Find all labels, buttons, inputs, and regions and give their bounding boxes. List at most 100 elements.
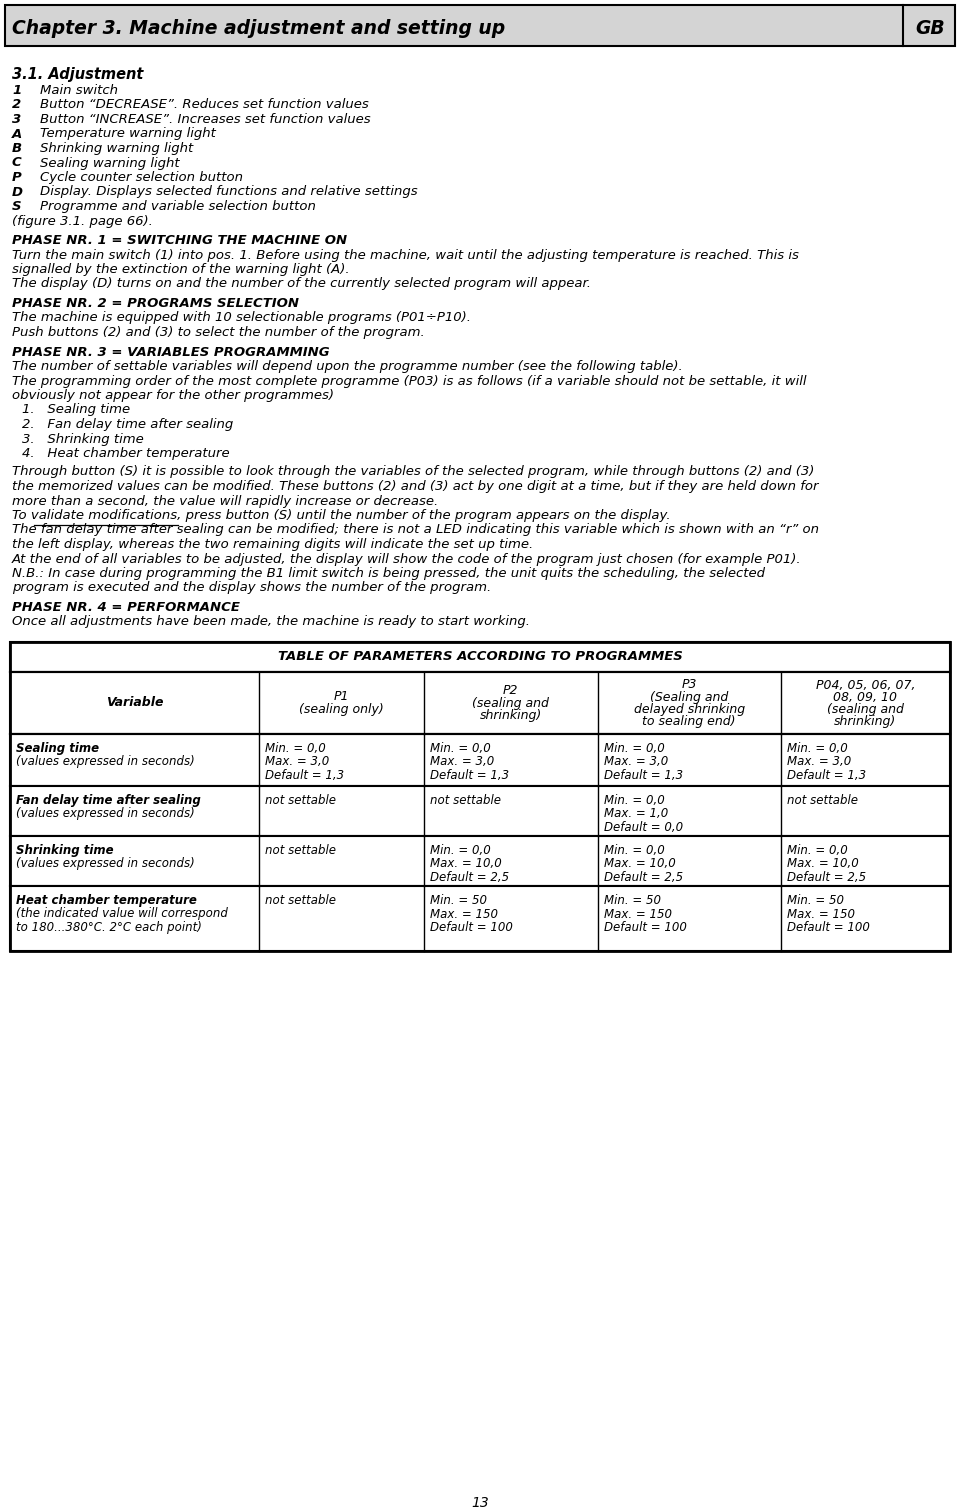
Text: Max. = 1,0: Max. = 1,0 [604,807,668,821]
Text: 2.   Fan delay time after sealing: 2. Fan delay time after sealing [22,417,233,431]
Text: Default = 2,5: Default = 2,5 [430,871,509,885]
Text: the memorized values can be modified. These buttons (2) and (3) act by one digit: the memorized values can be modified. Th… [12,479,819,493]
Text: Min. = 50: Min. = 50 [787,894,844,907]
Text: P3: P3 [682,679,697,691]
Text: 4.   Heat chamber temperature: 4. Heat chamber temperature [22,448,229,460]
Text: 3: 3 [12,113,21,125]
Text: D: D [12,186,23,198]
Text: PHASE NR. 3 = VARIABLES PROGRAMMING: PHASE NR. 3 = VARIABLES PROGRAMMING [12,346,329,358]
Text: program is executed and the display shows the number of the program.: program is executed and the display show… [12,582,492,594]
Text: PHASE NR. 4 = PERFORMANCE: PHASE NR. 4 = PERFORMANCE [12,600,240,614]
Text: The display (D) turns on and the number of the currently selected program will a: The display (D) turns on and the number … [12,278,591,290]
Text: 3.   Shrinking time: 3. Shrinking time [22,432,144,446]
Text: Max. = 3,0: Max. = 3,0 [265,756,329,768]
Text: Max. = 150: Max. = 150 [787,907,854,921]
Text: Fan delay time after sealing: Fan delay time after sealing [16,794,201,807]
Text: Default = 2,5: Default = 2,5 [787,871,866,885]
Text: B: B [12,142,22,156]
Text: Min. = 50: Min. = 50 [430,894,487,907]
Text: The number of settable variables will depend upon the programme number (see the : The number of settable variables will de… [12,360,683,373]
Text: (sealing and: (sealing and [472,697,549,709]
Text: not settable: not settable [265,844,336,857]
Text: 08, 09, 10: 08, 09, 10 [833,691,898,703]
Text: Once all adjustments have been made, the machine is ready to start working.: Once all adjustments have been made, the… [12,615,530,629]
Bar [10,836,950,886]
Text: PHASE NR. 2 = PROGRAMS SELECTION: PHASE NR. 2 = PROGRAMS SELECTION [12,296,299,310]
Text: 1: 1 [12,85,21,97]
Text: Default = 1,3: Default = 1,3 [265,770,345,782]
Text: Min. = 50: Min. = 50 [604,894,660,907]
Bar [10,786,950,836]
Text: 3.1. Adjustment: 3.1. Adjustment [12,67,143,82]
Text: Display. Displays selected functions and relative settings: Display. Displays selected functions and… [40,186,418,198]
Text: (sealing and: (sealing and [827,703,903,715]
Text: N.B.: In case during programming the B1 limit switch is being pressed, the unit : N.B.: In case during programming the B1 … [12,567,765,581]
Text: (the indicated value will correspond: (the indicated value will correspond [16,907,228,921]
Text: Max. = 3,0: Max. = 3,0 [430,756,493,768]
Text: delayed shrinking: delayed shrinking [634,703,745,715]
Text: Shrinking time: Shrinking time [16,844,113,857]
Text: Heat chamber temperature: Heat chamber temperature [16,894,197,907]
Text: Turn the main switch (1) into pos. 1. Before using the machine, wait until the a: Turn the main switch (1) into pos. 1. Be… [12,248,799,262]
Text: Chapter 3. Machine adjustment and setting up: Chapter 3. Machine adjustment and settin… [12,18,505,38]
Text: The machine is equipped with 10 selectionable programs (P01÷P10).: The machine is equipped with 10 selectio… [12,311,471,325]
Bar [10,643,950,671]
Text: Sealing time: Sealing time [16,742,99,754]
Text: P1: P1 [334,691,349,703]
Text: Main switch: Main switch [40,85,118,97]
Text: Max. = 10,0: Max. = 10,0 [430,857,501,871]
Text: Default = 100: Default = 100 [787,921,870,934]
Text: (Sealing and: (Sealing and [650,691,729,703]
Text: Default = 1,3: Default = 1,3 [787,770,866,782]
Text: The programming order of the most complete programme (P03) is as follows (if a v: The programming order of the most comple… [12,375,806,387]
Text: Through button (S) it is possible to look through the variables of the selected : Through button (S) it is possible to loo… [12,466,814,478]
Text: Min. = 0,0: Min. = 0,0 [787,742,848,754]
Text: Max. = 150: Max. = 150 [430,907,497,921]
Text: Variable: Variable [106,697,163,709]
Bar [10,886,950,951]
Text: Default = 2,5: Default = 2,5 [604,871,683,885]
Text: Button “DECREASE”. Reduces set function values: Button “DECREASE”. Reduces set function … [40,98,369,112]
Text: Max. = 150: Max. = 150 [604,907,671,921]
Bar [5,5,955,45]
Bar [10,733,950,786]
Text: Max. = 3,0: Max. = 3,0 [787,756,852,768]
Text: Max. = 3,0: Max. = 3,0 [604,756,668,768]
Text: Min. = 0,0: Min. = 0,0 [430,844,491,857]
Text: Max. = 10,0: Max. = 10,0 [604,857,675,871]
Text: Cycle counter selection button: Cycle counter selection button [40,171,243,184]
Text: obviously not appear for the other programmes): obviously not appear for the other progr… [12,389,334,402]
Text: 1.   Sealing time: 1. Sealing time [22,404,131,416]
Text: 2: 2 [12,98,21,112]
Text: Min. = 0,0: Min. = 0,0 [787,844,848,857]
Text: Sealing warning light: Sealing warning light [40,157,180,169]
Text: PHASE NR. 1 = SWITCHING THE MACHINE ON: PHASE NR. 1 = SWITCHING THE MACHINE ON [12,234,348,246]
Text: TABLE OF PARAMETERS ACCORDING TO PROGRAMMES: TABLE OF PARAMETERS ACCORDING TO PROGRAM… [277,650,683,662]
Bar [10,671,950,733]
Text: Temperature warning light: Temperature warning light [40,127,216,141]
Text: Min. = 0,0: Min. = 0,0 [604,844,664,857]
Text: Button “INCREASE”. Increases set function values: Button “INCREASE”. Increases set functio… [40,113,371,125]
Text: shrinking): shrinking) [479,709,541,721]
Text: Min. = 0,0: Min. = 0,0 [604,794,664,807]
Text: Default = 1,3: Default = 1,3 [604,770,683,782]
Text: not settable: not settable [265,894,336,907]
Text: 13: 13 [471,1495,489,1510]
Text: shrinking): shrinking) [834,715,897,727]
Text: Programme and variable selection button: Programme and variable selection button [40,200,316,213]
Text: to sealing end): to sealing end) [642,715,736,727]
Text: the left display, whereas the two remaining digits will indicate the set up time: the left display, whereas the two remain… [12,538,533,550]
Text: not settable: not settable [430,794,500,807]
Text: Max. = 10,0: Max. = 10,0 [787,857,858,871]
Text: (values expressed in seconds): (values expressed in seconds) [16,857,195,871]
Text: Min. = 0,0: Min. = 0,0 [265,742,325,754]
Text: P: P [12,171,22,184]
Text: P2: P2 [503,685,518,697]
Text: (figure 3.1. page 66).: (figure 3.1. page 66). [12,215,153,227]
Text: C: C [12,157,22,169]
Text: not settable: not settable [787,794,858,807]
Text: Default = 1,3: Default = 1,3 [430,770,509,782]
Text: Min. = 0,0: Min. = 0,0 [430,742,491,754]
Text: P04, 05, 06, 07,: P04, 05, 06, 07, [816,679,915,691]
Text: (values expressed in seconds): (values expressed in seconds) [16,756,195,768]
